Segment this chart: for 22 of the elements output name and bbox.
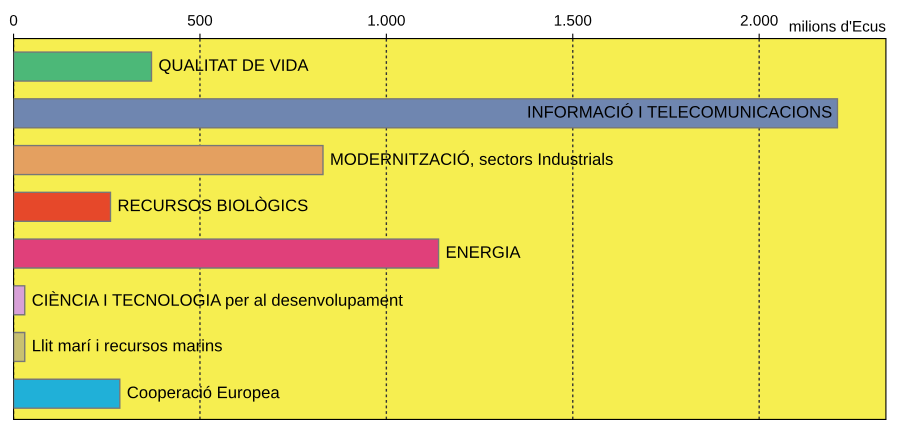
x-tick-label: 2.000 (740, 14, 778, 26)
bar (14, 378, 121, 409)
y-tick-label: RECURSOS BIOLÒGICS (118, 196, 308, 212)
y-tick-label: ENERGIA (446, 246, 521, 258)
bar (14, 51, 152, 82)
bar (14, 238, 440, 269)
x-tick-label: 1.000 (368, 14, 405, 26)
bar (14, 332, 26, 362)
y-tick-label: INFORMACIÓ I TELECOMUNICACIONS (528, 103, 832, 118)
x-axis-title: milions d'Ecus (790, 20, 886, 32)
bar (14, 285, 26, 316)
bar (14, 98, 838, 128)
y-tick-label: MODERNITZACIÓ, sectors Industrials (331, 150, 613, 168)
x-tick-label: 0 (10, 14, 18, 26)
y-tick-label: QUALITAT DE VIDA (159, 59, 308, 74)
y-tick-label: Llit marí i recursos marins (33, 339, 222, 352)
bar (14, 192, 112, 222)
x-tick-label: 1.500 (554, 14, 592, 26)
bar (14, 144, 324, 176)
y-tick-label: Cooperació Europea (128, 386, 280, 402)
y-tick-label: CIÈNCIA I TECNOLOGIA per al desenvolupament (32, 291, 403, 310)
x-tick-label: 500 (188, 14, 212, 26)
